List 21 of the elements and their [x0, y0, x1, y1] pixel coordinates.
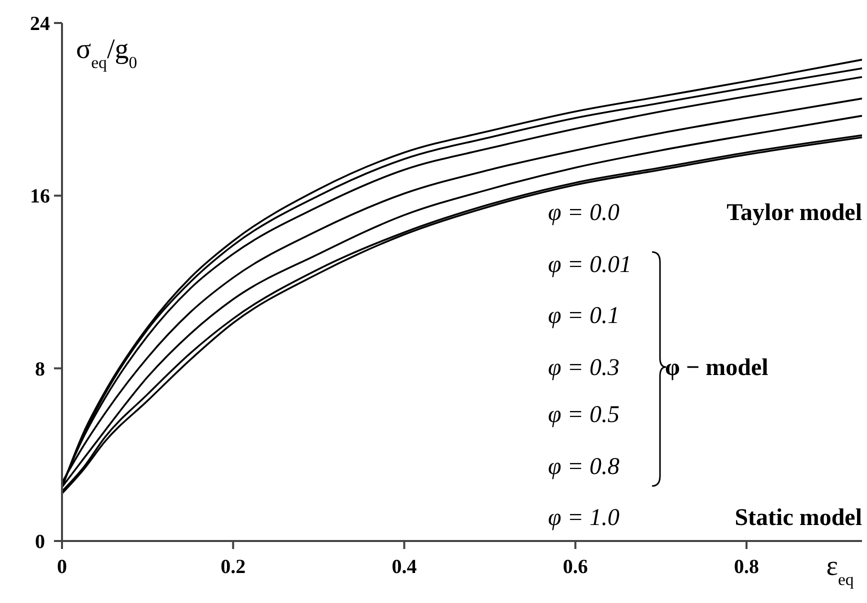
- x-tick-label: 0.6: [562, 556, 588, 578]
- annotation: φ = 0.8: [548, 454, 620, 480]
- x-tick-label: 0.2: [220, 556, 246, 578]
- x-tick-label: 0.4: [392, 556, 417, 578]
- y-tick-label: 8: [35, 358, 45, 380]
- annotation: Taylor model: [726, 200, 862, 226]
- annotation: φ = 1.0: [548, 505, 620, 531]
- y-tick-label: 24: [30, 13, 50, 35]
- y-tick-label: 0: [35, 531, 45, 553]
- annotation: φ = 0.0: [548, 200, 620, 226]
- annotation: φ − model: [665, 355, 769, 381]
- y-tick-label: 16: [30, 186, 50, 208]
- annotation: φ = 0.01: [548, 252, 632, 278]
- annotation: φ = 0.5: [548, 402, 620, 428]
- annotation: φ = 0.1: [548, 303, 620, 329]
- annotation: Static model: [734, 505, 862, 531]
- annotation: φ = 0.3: [548, 355, 620, 381]
- x-axis-title: ε$_{eq}$: [826, 551, 854, 588]
- x-tick-label: 0.8: [734, 556, 759, 578]
- x-tick-label: 0: [57, 556, 67, 578]
- y-axis-title: σ$_{eq}$/g$_{0}$: [76, 34, 138, 72]
